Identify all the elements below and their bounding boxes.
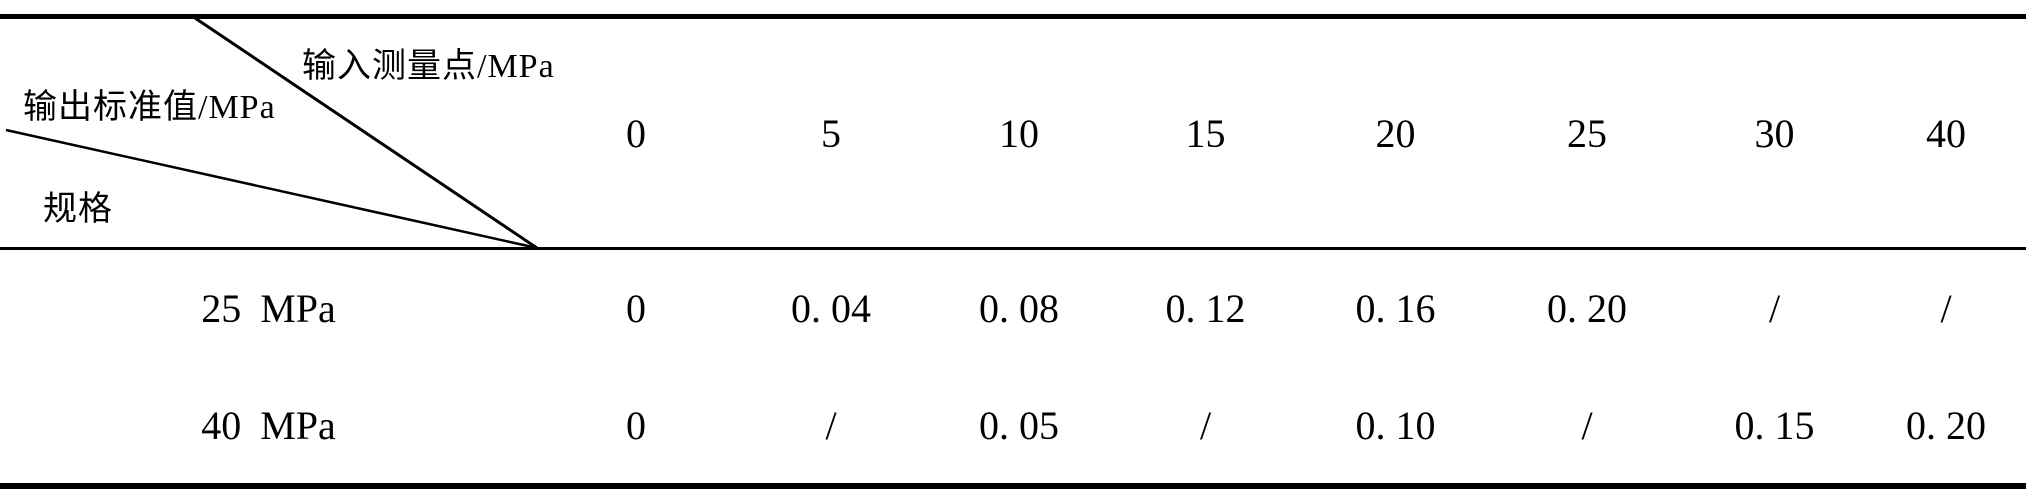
table-bottom-border bbox=[0, 483, 2026, 489]
table-cell: 0. 04 bbox=[791, 286, 871, 331]
table-cell: 0 bbox=[626, 286, 646, 331]
column-header: 10 bbox=[999, 110, 1039, 156]
table-cell: 0. 20 bbox=[1906, 402, 1986, 448]
table-cell: 0. 10 bbox=[1355, 402, 1436, 448]
table-cell: 0 bbox=[626, 402, 646, 448]
table-cell: 0. 20 bbox=[1547, 286, 1627, 331]
table-body: 25 MPa 0 0. 04 0. 08 0. 12 0. 16 0. 20 /… bbox=[0, 250, 2026, 483]
column-header: 20 bbox=[1375, 110, 1416, 156]
table-top-border bbox=[0, 14, 2026, 19]
table-cell: 0. 08 bbox=[979, 286, 1059, 331]
corner-header-cell bbox=[0, 19, 537, 247]
column-header: 0 bbox=[626, 110, 646, 156]
table-header-separator bbox=[0, 247, 2026, 250]
column-header: 5 bbox=[821, 110, 841, 156]
row-header-25mpa: 25 MPa bbox=[201, 286, 336, 331]
column-header: 40 bbox=[1926, 110, 1966, 156]
column-header: 15 bbox=[1185, 110, 1226, 156]
table-cell: / bbox=[1199, 402, 1212, 448]
column-header: 30 bbox=[1754, 110, 1795, 156]
table-cell: / bbox=[825, 402, 837, 448]
corner-label-spec: 规格 bbox=[43, 191, 113, 228]
table-cell: 0. 05 bbox=[979, 402, 1059, 448]
table-cell: 0. 12 bbox=[1165, 286, 1246, 331]
table-cell: / bbox=[1581, 402, 1593, 448]
table-cell: / bbox=[1940, 286, 1952, 331]
table-cell: 0. 15 bbox=[1734, 402, 1815, 448]
table-cell: / bbox=[1768, 286, 1781, 331]
corner-label-output-standard-value: 输出标准值/MPa bbox=[23, 89, 276, 126]
corner-label-input-measurement-point: 输入测量点/MPa bbox=[302, 48, 555, 85]
table-cell: 0. 16 bbox=[1355, 286, 1436, 331]
column-header-row: 0 5 10 15 20 25 30 40 bbox=[0, 19, 2026, 247]
column-header: 25 bbox=[1567, 110, 1607, 156]
row-header-40mpa: 40 MPa bbox=[201, 402, 336, 448]
